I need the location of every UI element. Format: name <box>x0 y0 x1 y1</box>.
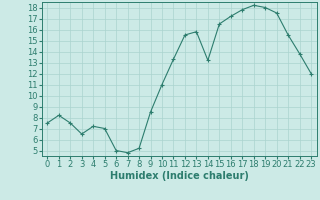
X-axis label: Humidex (Indice chaleur): Humidex (Indice chaleur) <box>110 171 249 181</box>
